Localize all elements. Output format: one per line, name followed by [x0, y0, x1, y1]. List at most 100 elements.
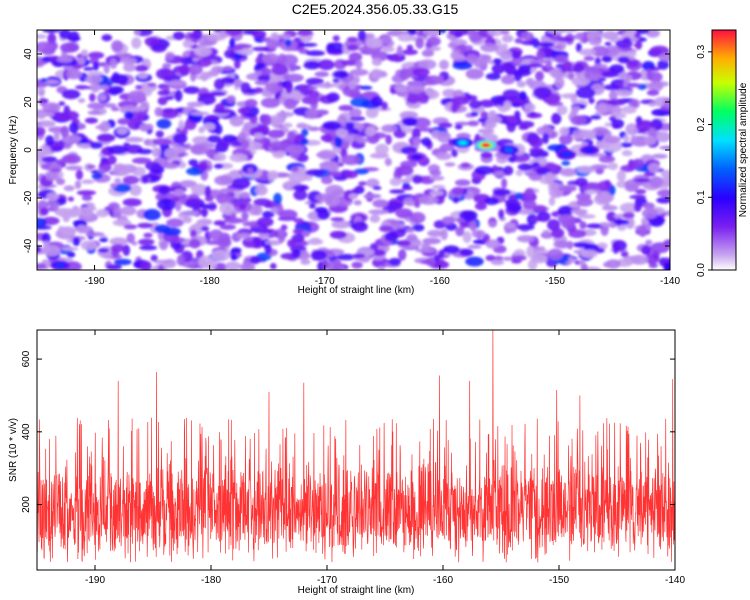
- heatmap-cell: [303, 60, 321, 70]
- heatmap-cell: [400, 146, 418, 155]
- heatmap-cell: [466, 54, 478, 63]
- heatmap-cell: [267, 129, 285, 139]
- x-tick-label: -140: [660, 276, 680, 287]
- heatmap-cell: [214, 123, 223, 135]
- heatmap-cell: [129, 184, 142, 196]
- heatmap-cell: [463, 213, 475, 222]
- heatmap-cell: [414, 201, 421, 208]
- heatmap-cell: [150, 254, 158, 262]
- snr-x-label: Height of straight line (km): [298, 585, 415, 596]
- heatmap-cell: [381, 124, 398, 133]
- heatmap-cell: [189, 111, 210, 116]
- heatmap-cell: [400, 178, 412, 183]
- heatmap-cell: [277, 53, 287, 65]
- heatmap-cell: [75, 225, 93, 234]
- heatmap-cell: [372, 249, 386, 257]
- heatmap-cell: [99, 237, 109, 243]
- heatmap-cell: [90, 81, 100, 93]
- heatmap-cell: [63, 185, 75, 192]
- heatmap-cell: [541, 233, 553, 239]
- snr-panel: -190 -180 -170 -160 -150 -140 200 400 600 Heigh…: [8, 329, 685, 596]
- heatmap-cell: [424, 75, 442, 85]
- heatmap-cell: [277, 231, 286, 243]
- heatmap-cell: [190, 145, 208, 155]
- heatmap-cell: [491, 63, 506, 74]
- heatmap-cell: [511, 255, 527, 261]
- heatmap-cell: [182, 216, 192, 224]
- heatmap-cell: [473, 58, 488, 69]
- heatmap-cell: [244, 237, 254, 242]
- x-tick-label: -170: [315, 276, 335, 287]
- heatmap-cell: [39, 207, 49, 216]
- heatmap-cell: [171, 196, 180, 203]
- heatmap-cell: [411, 127, 421, 140]
- heatmap-cell: [617, 51, 637, 58]
- heatmap-cell: [648, 262, 658, 269]
- heatmap-cell: [109, 58, 118, 69]
- heatmap-cell: [451, 103, 458, 114]
- heatmap-cell: [332, 35, 340, 42]
- heatmap-cell: [120, 206, 137, 216]
- heatmap-cell: [201, 208, 208, 218]
- heatmap-cell: [371, 57, 383, 66]
- heatmap-cell: [557, 205, 574, 217]
- heatmap-cell: [348, 52, 363, 62]
- heatmap-cell: [603, 84, 620, 91]
- heatmap-cell: [41, 156, 58, 163]
- heatmap-cell: [562, 61, 573, 72]
- heatmap-cell: [375, 143, 389, 155]
- heatmap-cell: [535, 167, 551, 175]
- colorbar-tick-label: 0.0: [696, 263, 707, 277]
- heatmap-cell: [157, 264, 165, 270]
- heatmap-cell: [239, 48, 254, 56]
- heatmap-cell: [137, 222, 153, 229]
- heatmap-cell: [348, 193, 358, 200]
- heatmap-cell: [580, 263, 588, 270]
- heatmap-cell: [200, 226, 210, 232]
- heatmap-cell: [37, 112, 55, 117]
- heatmap-cell: [269, 140, 289, 151]
- heatmap-cell: [492, 188, 511, 196]
- heatmap-cell: [352, 253, 366, 259]
- heatmap-cell: [480, 111, 489, 119]
- heatmap-cell: [196, 58, 212, 68]
- heatmap-cell: [234, 56, 241, 61]
- heatmap-cell: [281, 89, 301, 99]
- heatmap-cell: [165, 53, 174, 61]
- heatmap-cell: [575, 42, 582, 53]
- heatmap-cell: [166, 218, 184, 228]
- snr-x-ticks: -190 -180 -170 -160 -150 -140: [85, 330, 685, 586]
- heatmap-cell: [515, 169, 523, 176]
- heatmap-x-ticks: -190 -180 -170 -160 -150 -140: [85, 30, 680, 287]
- heatmap-cell: [141, 174, 150, 184]
- heatmap-cell: [418, 59, 437, 70]
- heatmap-cell: [239, 262, 256, 270]
- heatmap-cell: [260, 67, 272, 76]
- heatmap-cell: [488, 221, 497, 228]
- heatmap-cell: [605, 259, 621, 269]
- heatmap-cell: [547, 219, 561, 231]
- heatmap-cell: [204, 185, 212, 198]
- heatmap-cell: [267, 170, 279, 180]
- heatmap-cell: [191, 183, 208, 196]
- heatmap-cell: [474, 165, 494, 175]
- heatmap-cell: [471, 229, 486, 238]
- heatmap-cell: [95, 125, 106, 130]
- heatmap-cell: [293, 189, 308, 201]
- colorbar-label: Normalized spectral amplitude: [738, 82, 749, 217]
- heatmap-cell: [615, 216, 622, 227]
- heatmap-cell: [345, 121, 355, 129]
- heatmap-cell: [517, 163, 533, 171]
- heatmap-cell: [634, 32, 641, 39]
- heatmap-cell: [144, 36, 160, 47]
- heatmap-cell: [451, 96, 470, 106]
- heatmap-cell: [102, 103, 117, 108]
- heatmap-cell: [487, 30, 504, 37]
- heatmap-cell: [126, 233, 135, 244]
- heatmap-cell: [514, 38, 523, 44]
- heatmap-cell: [58, 101, 66, 106]
- heatmap-cell: [379, 225, 393, 233]
- heatmap-cell: [415, 37, 425, 49]
- heatmap-cell: [645, 30, 660, 38]
- heatmap-cell: [211, 65, 224, 73]
